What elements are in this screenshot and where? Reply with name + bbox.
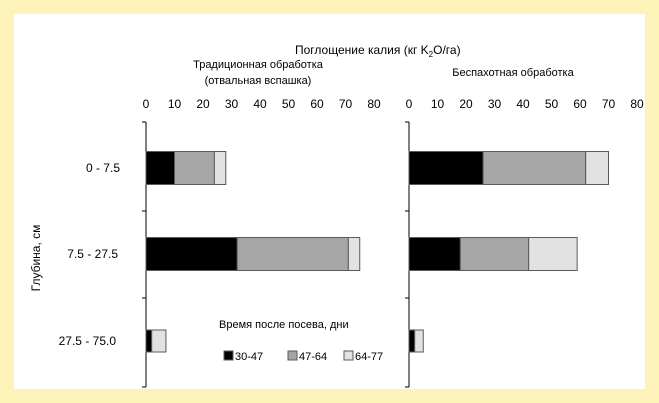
bar-segment-30-47: [145, 237, 238, 271]
x-tick-label: 70: [602, 97, 616, 111]
x-tick-label: 30: [488, 97, 502, 111]
x-tick-label: 0: [143, 97, 150, 111]
x-tick-label: 20: [196, 97, 210, 111]
x-tick-label: 20: [459, 97, 473, 111]
bar-segment-47-64: [174, 151, 215, 185]
x-tick-label: 60: [573, 97, 587, 111]
x-tick-label: 0: [406, 97, 413, 111]
chart-title-part: O/га): [433, 43, 460, 57]
x-tick-label: 30: [225, 97, 239, 111]
bar-segment-64-77: [585, 151, 610, 185]
chart-title-part: Поглощение калия (кг K: [295, 43, 429, 57]
panel-title-line: (отвальная вспашка): [205, 75, 312, 87]
chart-title: Поглощение калия (кг K2O/га): [295, 43, 461, 59]
x-tick-label: 50: [545, 97, 559, 111]
bar-segment-64-77: [213, 151, 227, 185]
panel-title-line: Традиционная обработка: [193, 59, 324, 71]
bar-segment-30-47: [408, 329, 416, 353]
legend-swatch: [223, 350, 234, 361]
x-tick-label: 40: [516, 97, 530, 111]
legend-title: Время после посева, дни: [219, 319, 349, 331]
x-tick-label: 70: [339, 97, 353, 111]
bar-segment-64-77: [151, 329, 167, 353]
bar-segment-64-77: [528, 237, 578, 271]
bar-segment-30-47: [145, 329, 153, 353]
category-label: 7.5 - 27.5: [67, 247, 118, 261]
legend-swatch: [287, 350, 298, 361]
chart-panel: [14, 14, 645, 389]
x-tick-label: 10: [431, 97, 445, 111]
bar-segment-47-64: [459, 237, 530, 271]
legend-label: 30-47: [235, 351, 263, 363]
bar-segment-47-64: [236, 237, 349, 271]
x-tick-label: 80: [630, 97, 644, 111]
legend-label: 64-77: [355, 351, 383, 363]
x-tick-label: 60: [310, 97, 324, 111]
x-tick-label: 40: [253, 97, 267, 111]
y-axis-label: Глубина, см: [29, 225, 43, 292]
legend-swatch: [343, 350, 354, 361]
chart-title-subscript: 2: [429, 50, 434, 59]
panel-title-line: Беспахотная обработка: [452, 67, 574, 79]
x-tick-label: 50: [282, 97, 296, 111]
category-label: 0 - 7.5: [86, 161, 120, 175]
category-label: 27.5 - 75.0: [59, 334, 117, 348]
bar-segment-30-47: [408, 151, 484, 185]
bar-segment-47-64: [482, 151, 587, 185]
bar-segment-30-47: [408, 237, 461, 271]
bar-segment-64-77: [347, 237, 361, 271]
x-tick-label: 10: [168, 97, 182, 111]
bar-segment-64-77: [414, 329, 424, 353]
bar-segment-30-47: [145, 151, 175, 185]
legend-label: 47-64: [299, 351, 327, 363]
x-tick-label: 80: [367, 97, 381, 111]
